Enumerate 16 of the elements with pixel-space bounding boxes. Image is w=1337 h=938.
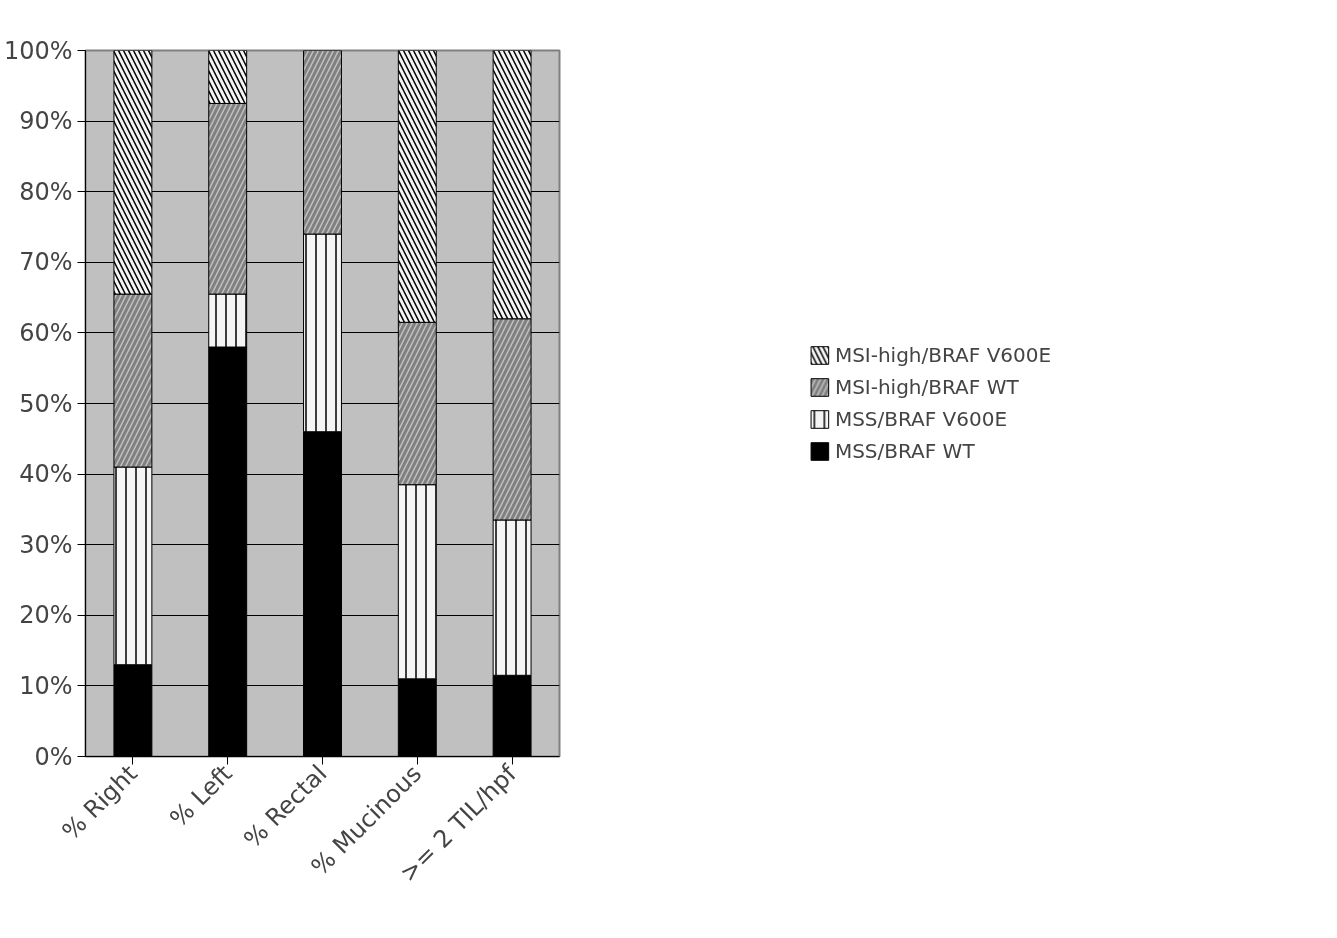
y-tick-label: 50% [19, 389, 73, 418]
y-tick-label: 70% [19, 248, 73, 277]
y-tick-label: 30% [19, 530, 73, 559]
y-tick-label: 90% [19, 107, 73, 136]
legend-label: MSI-high/BRAF WT [834, 375, 1019, 399]
y-tick-label: 0% [34, 742, 73, 771]
legend-label: MSI-high/BRAF V600E [834, 343, 1052, 367]
legend-label: MSS/BRAF WT [834, 439, 975, 463]
y-tick-label: 20% [19, 601, 73, 630]
y-tick-label: 100% [3, 36, 73, 65]
y-tick-label: 60% [19, 318, 73, 347]
y-tick-label: 80% [19, 177, 73, 206]
legend-label: MSS/BRAF V600E [834, 407, 1008, 431]
x-tick-label: % Left [164, 759, 238, 833]
y-tick-label: 40% [19, 460, 73, 489]
y-tick-label: 10% [19, 671, 73, 700]
